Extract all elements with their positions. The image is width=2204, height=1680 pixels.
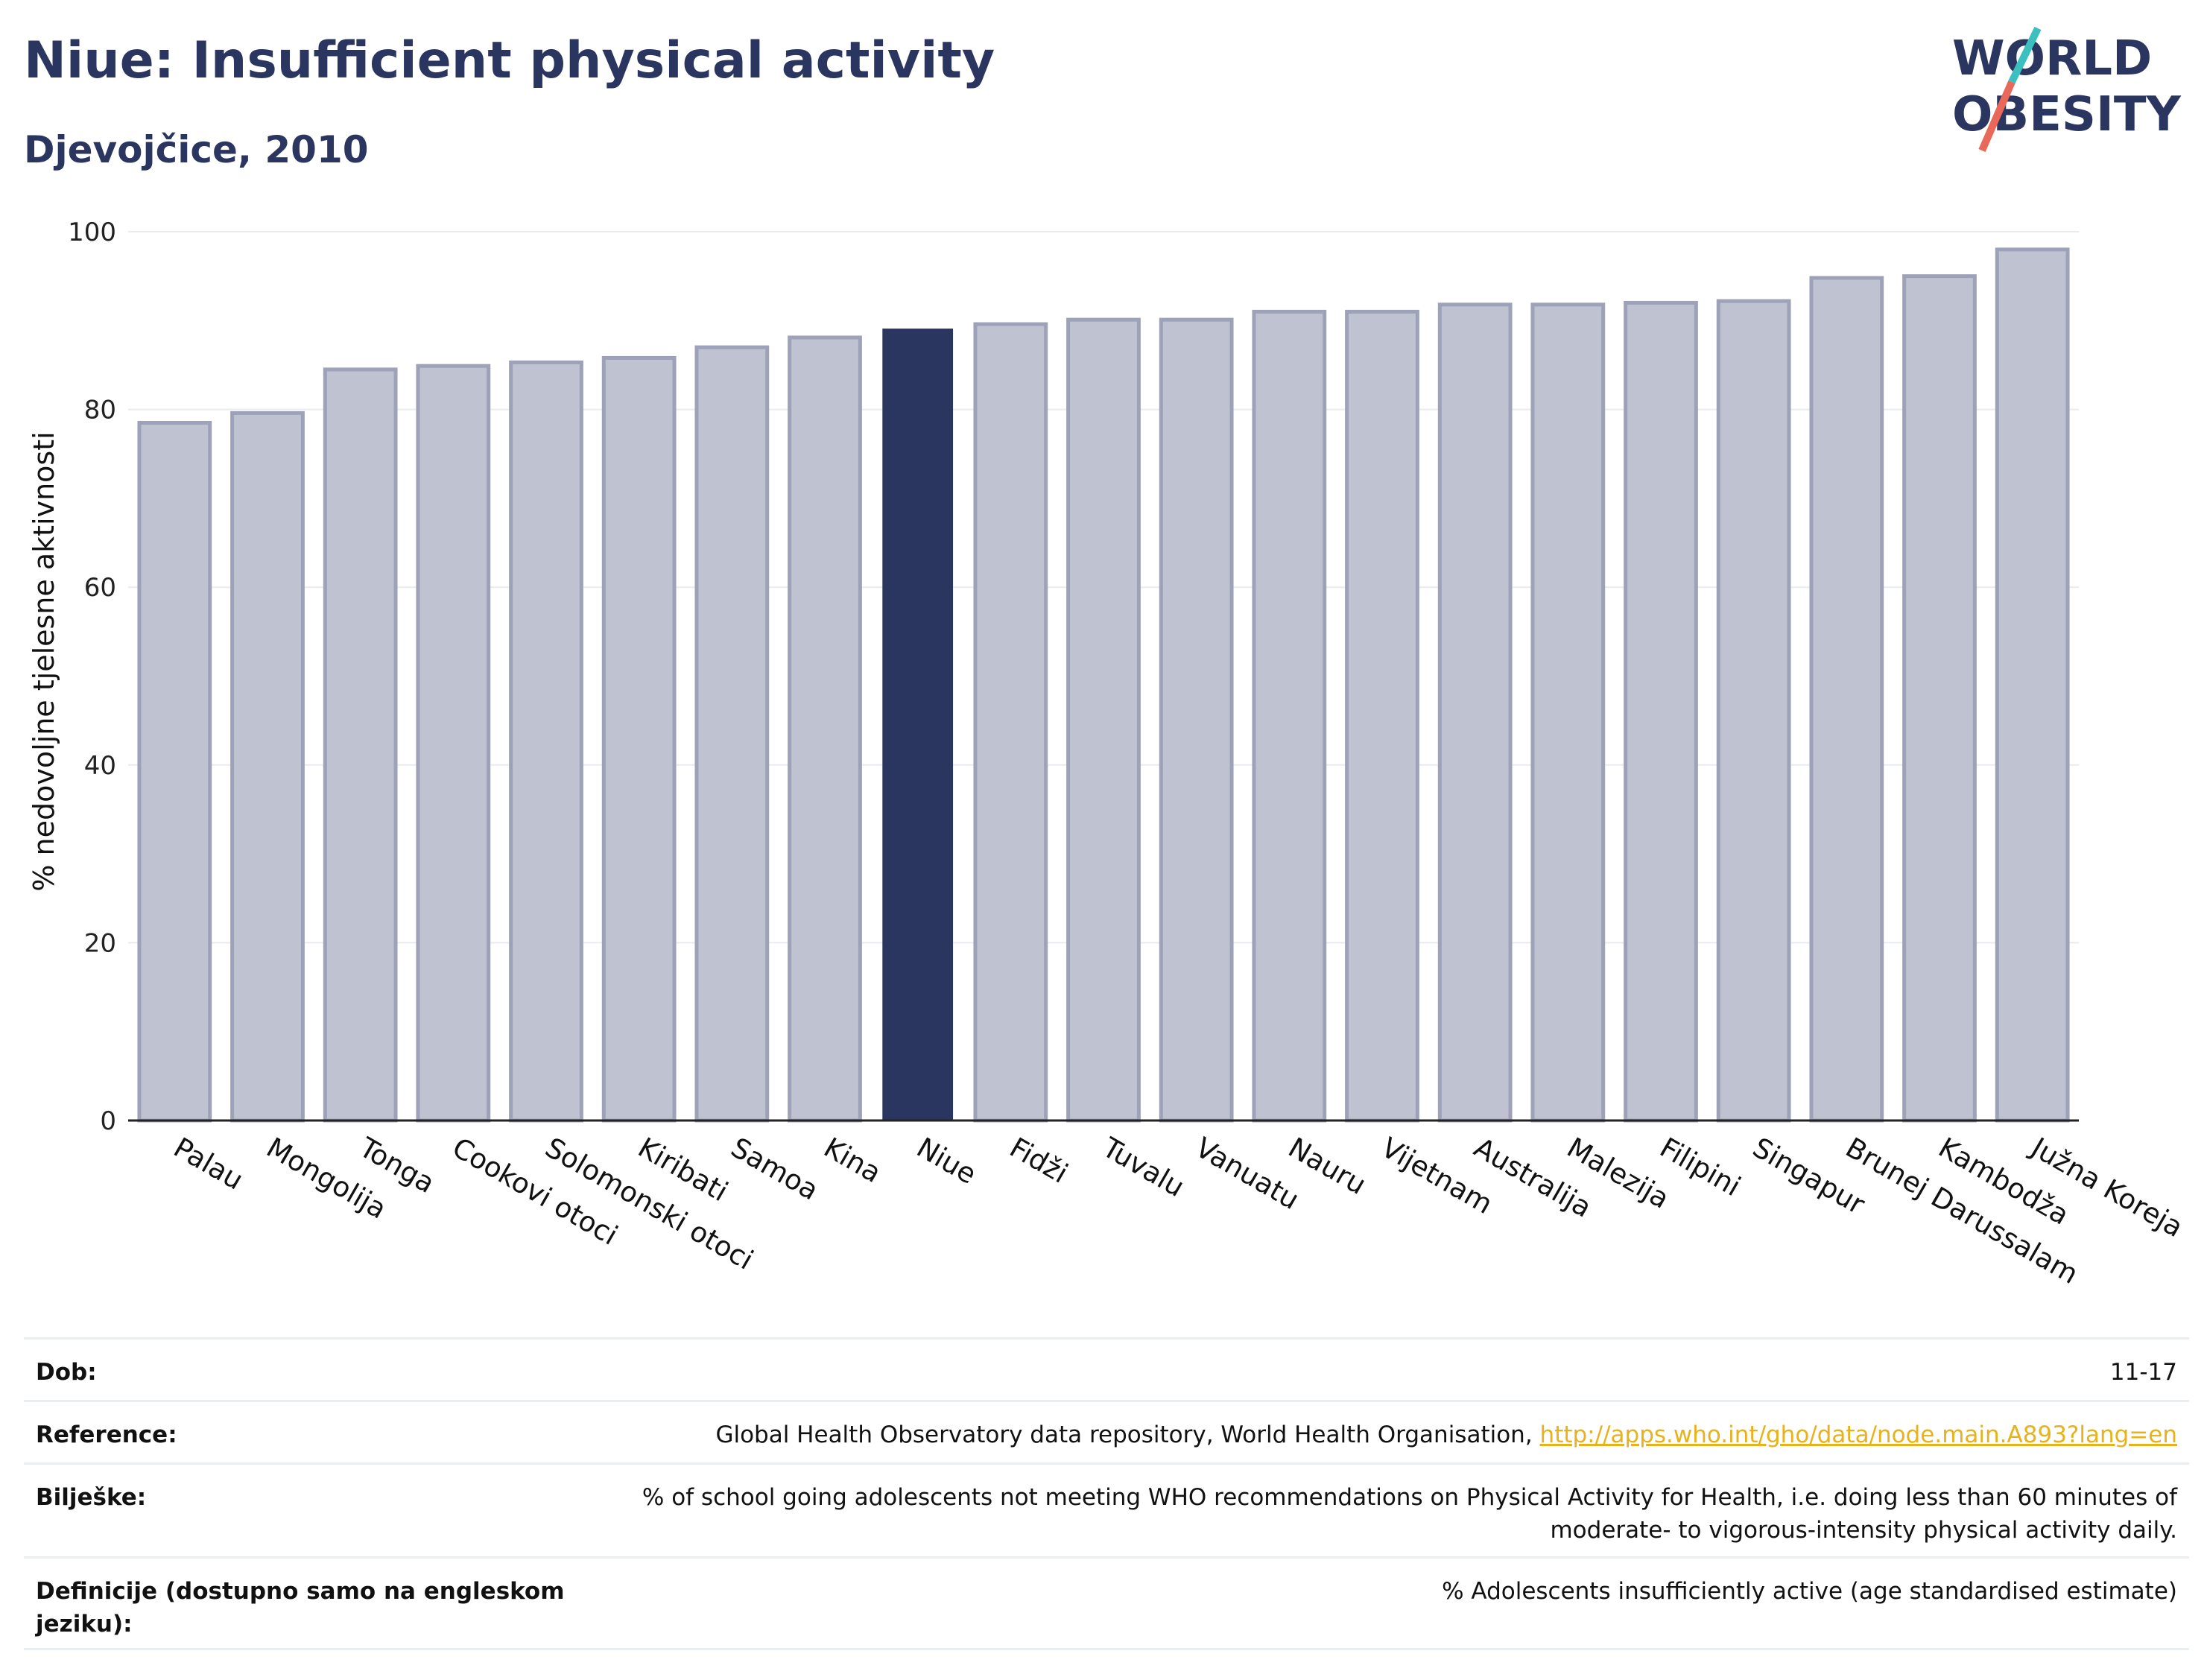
reference-text: Global Health Observatory data repositor… (715, 1421, 1540, 1448)
bar-niue (882, 329, 954, 1120)
y-tick-label: 0 (100, 1106, 116, 1136)
meta-value-reference: Global Health Observatory data repositor… (715, 1419, 2177, 1451)
x-tick-label: Niue (911, 1132, 981, 1191)
bar-malezija (1530, 302, 1606, 1123)
y-tick-label: 100 (68, 218, 116, 247)
bar-samoa (694, 345, 770, 1123)
x-tick-label: Južna Koreja (2024, 1131, 2188, 1244)
y-tick-label: 80 (84, 396, 116, 425)
bar-filipini (1624, 300, 1698, 1123)
x-tick-label: Samoa (726, 1132, 824, 1207)
reference-link[interactable]: http://apps.who.int/gho/data/node.main.A… (1539, 1421, 2177, 1448)
meta-label-definitions: Definicije (dostupno samo na engleskom j… (36, 1578, 565, 1638)
page-subtitle: Djevojčice, 2010 (24, 128, 369, 171)
bar-mongolija (230, 411, 305, 1123)
bar-kiribati (601, 355, 677, 1123)
x-tick-label: Palau (168, 1132, 249, 1196)
bar-singapur (1716, 299, 1791, 1123)
bars-layer (137, 247, 2070, 1123)
bar-vanuatu (1159, 317, 1234, 1123)
y-tick-label: 60 (84, 573, 116, 603)
page-title: Niue: Insufficient physical activity (24, 31, 995, 90)
meta-label-age: Dob: (36, 1359, 97, 1386)
bar-nauru (1252, 309, 1327, 1123)
x-tick-label: Kina (819, 1132, 887, 1190)
logo-slash-red-icon (1978, 80, 2015, 152)
bar-fidži (973, 322, 1048, 1123)
meta-row-reference: Reference: Global Health Observatory dat… (24, 1400, 2189, 1462)
logo-text-world: WORLD (1952, 31, 2152, 86)
bar-južna-koreja (1995, 247, 2070, 1123)
bar-brunej-darussalam (1809, 276, 1884, 1123)
y-tick-label: 40 (84, 751, 116, 781)
meta-row-age: Dob: 11-17 (24, 1337, 2189, 1400)
meta-value-age: 11-17 (2109, 1359, 2177, 1386)
x-tick-label: Vanuatu (1190, 1132, 1305, 1217)
y-tick-label: 20 (84, 928, 116, 958)
logo-slash-teal-icon (2008, 26, 2042, 84)
meta-row-definitions: Definicije (dostupno samo na engleskom j… (24, 1556, 2189, 1650)
meta-value-notes: % of school going adolescents not meetin… (642, 1484, 2177, 1544)
meta-label-reference: Reference: (36, 1421, 177, 1448)
metadata-table: Dob: 11-17 Reference: Global Health Obse… (24, 1337, 2189, 1650)
bar-cookovi-otoci (416, 364, 491, 1123)
bar-palau (137, 420, 212, 1123)
bar-tonga (323, 367, 398, 1123)
x-tick-label: Tuvalu (1097, 1131, 1190, 1203)
world-obesity-logo: WORLD OBESITY (1952, 26, 2181, 152)
bar-tuvalu (1066, 317, 1141, 1123)
meta-row-notes: Bilješke: % of school going adolescents … (24, 1462, 2189, 1556)
bar-kambodža (1902, 274, 1977, 1123)
bar-kina (788, 335, 862, 1123)
y-axis-title: % nedovoljne tjelesne aktivnosti (28, 431, 60, 891)
bar-vijetnam (1345, 309, 1419, 1123)
bar-solomonski-otoci (509, 360, 583, 1123)
bar-australija (1437, 302, 1513, 1123)
meta-label-notes: Bilješke: (36, 1484, 147, 1511)
meta-value-definitions: % Adolescents insufficiently active (age… (1442, 1578, 2177, 1605)
x-tick-label: Fidži (1004, 1132, 1074, 1190)
